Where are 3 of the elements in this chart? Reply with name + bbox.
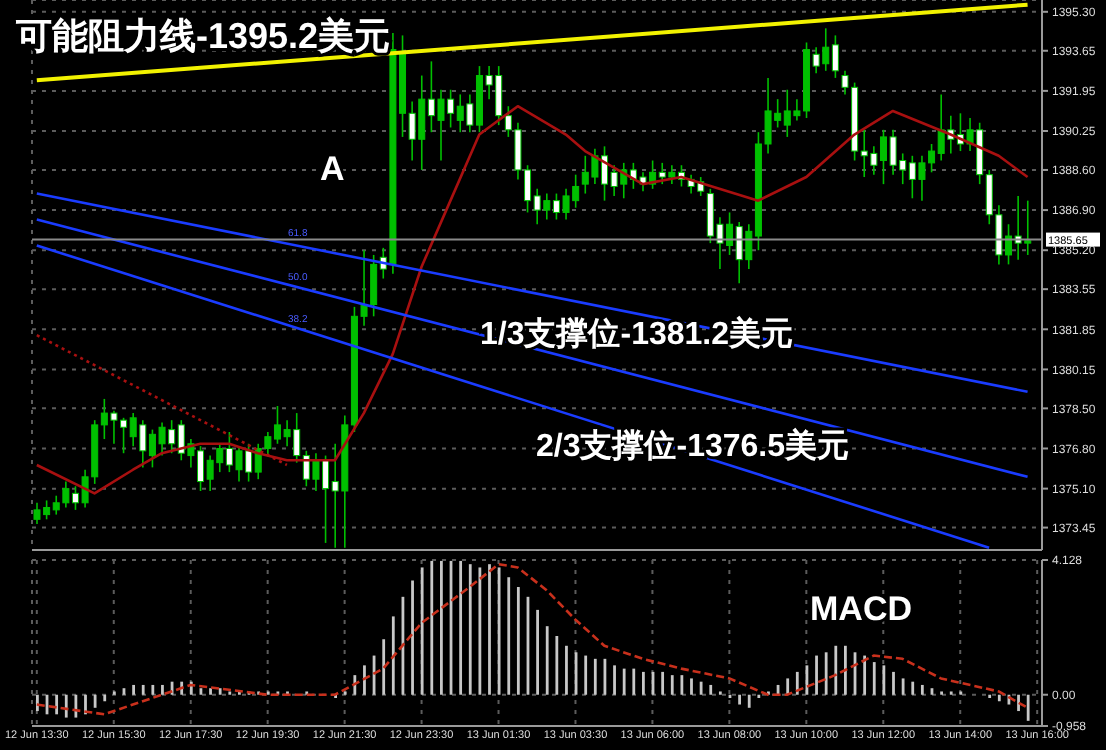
annotation: MACD [810, 590, 912, 628]
annotation: 可能阻力线-1395.2美元 [14, 16, 391, 56]
annotation: A [320, 150, 345, 188]
